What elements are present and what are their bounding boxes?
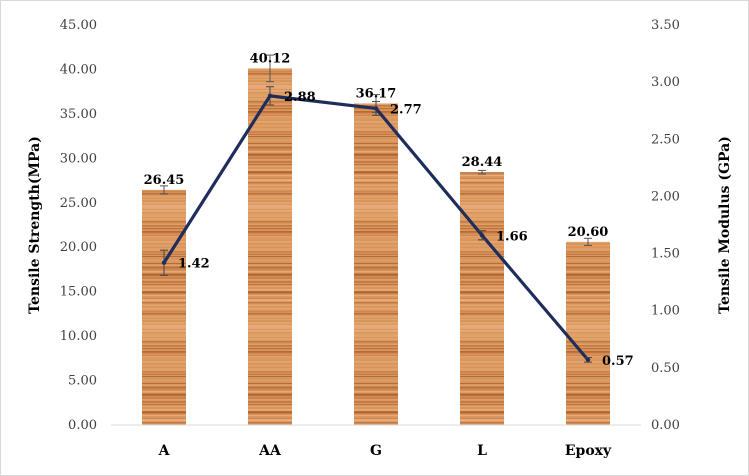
x-tick-label: L [477,443,487,459]
line-data-label: 2.77 [390,102,422,117]
line-point [267,93,273,99]
bar-g [354,103,398,425]
y-right-tick-label: 1.50 [651,247,680,262]
y-right-tick-label: 2.50 [651,132,680,147]
y-right-tick-label: 1.00 [651,304,680,319]
bar-a [142,189,186,425]
x-tick-label: G [370,443,382,459]
line-point [373,106,379,111]
line-data-label: 0.57 [602,354,634,369]
x-tick-label: A [158,443,171,459]
y-left-tick-label: 40.00 [60,62,97,77]
bars-layer [142,68,610,425]
y-right-tick-label: 0.50 [651,361,680,376]
bar-error-bars [160,54,592,246]
y-left-tick-label: 35.00 [60,107,97,122]
y-left-axis-title: Tensile Strength(MPa) [27,136,43,314]
line-point [479,233,485,238]
bar-data-label: 28.44 [462,155,503,170]
line-data-label: 1.42 [178,257,210,272]
line-layer [160,86,592,363]
line-point [585,357,591,363]
line-data-label: 2.88 [284,90,316,105]
bar-data-label: 26.45 [144,173,185,188]
bar-data-label: 40.12 [250,51,291,66]
y-left-tick-label: 20.00 [60,240,97,255]
x-tick-label: Epoxy [565,443,612,459]
axes-layer: 0.00 5.00 10.00 15.00 20.00 25.00 30.00 35.00 40… [27,18,733,459]
y-right-tick-label: 3.50 [651,18,680,33]
line-point [161,260,167,265]
y-left-tick-label: 15.00 [60,285,97,300]
y-right-tick-label: 0.00 [651,418,680,433]
y-left-tick-label: 30.00 [60,151,97,166]
x-tick-label: AA [258,443,282,459]
y-left-tick-label: 45.00 [60,18,97,33]
line-data-label: 1.66 [496,229,528,244]
bar-epoxy [566,241,610,425]
y-left-tick-label: 10.00 [60,329,97,344]
y-left-tick-label: 25.00 [60,196,97,211]
y-right-tick-label: 3.00 [651,75,680,90]
y-left-tick-label: 0.00 [68,418,97,433]
bar-aa [248,68,292,425]
bar-l [460,172,504,425]
y-right-axis-title: Tensile Modulus (GPa) [717,136,733,314]
labels-layer: 26.45 40.12 36.17 28.44 20.60 1.42 2.88 2.77 1.6… [144,51,634,368]
y-right-tick-label: 2.00 [651,189,680,204]
bar-data-label: 20.60 [568,225,609,240]
bar-data-label: 36.17 [356,86,397,101]
y-left-tick-label: 5.00 [68,374,97,389]
